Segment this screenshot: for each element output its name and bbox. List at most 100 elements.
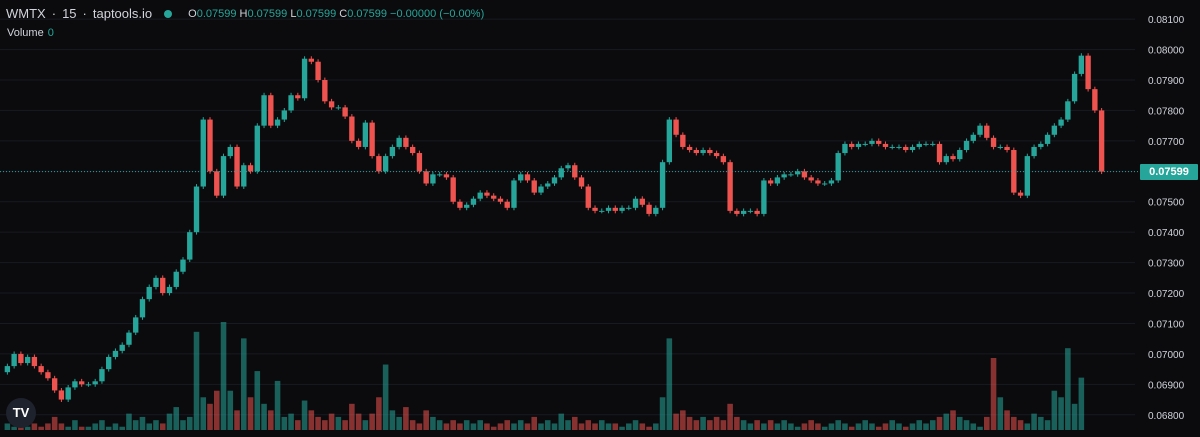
volume-bar — [126, 413, 132, 430]
candle-body — [585, 186, 591, 208]
volume-bar — [700, 416, 706, 430]
candle-body — [1024, 156, 1030, 196]
last-price-tag: 0.07599 — [1140, 163, 1198, 180]
candle-body — [92, 381, 98, 385]
candle-body — [659, 162, 666, 208]
candle-body — [457, 201, 463, 208]
candle-body — [18, 353, 24, 364]
low-label: L — [290, 7, 297, 20]
candle-body — [389, 146, 396, 157]
candle-body — [1065, 101, 1071, 120]
candle-body — [909, 146, 916, 150]
candle-body — [328, 101, 335, 108]
volume-bar — [524, 423, 531, 430]
candle-body — [990, 137, 997, 147]
y-tick-label: 0.07200 — [1148, 289, 1185, 300]
volume-bar — [612, 423, 619, 430]
candle-body — [214, 171, 220, 196]
candle-body — [578, 177, 585, 187]
volume-bar — [626, 423, 632, 430]
candle-body — [24, 356, 31, 364]
volume-bar — [686, 416, 693, 430]
volume-bar — [544, 420, 551, 430]
volume-bar — [200, 397, 207, 430]
volume-bar — [45, 423, 51, 430]
candle-body — [808, 177, 814, 181]
candle-body — [247, 165, 254, 172]
volume-bar — [1071, 403, 1078, 430]
candle-body — [423, 171, 429, 184]
candle-body — [970, 134, 976, 141]
close-label: C — [339, 7, 348, 20]
candle-body — [747, 210, 754, 212]
volume-bar — [571, 416, 578, 430]
candle-body — [605, 207, 612, 211]
candle-body — [599, 210, 605, 212]
volume-bar — [673, 413, 679, 430]
volume-bar — [1011, 416, 1017, 430]
candle-body — [700, 150, 706, 154]
volume-bar — [11, 426, 17, 430]
volume-bar — [929, 420, 936, 430]
volume-label: Volume — [7, 27, 44, 39]
volume-bar — [463, 420, 470, 430]
volume-bar — [747, 423, 754, 430]
volume-bar — [497, 423, 504, 430]
candle-body — [1011, 150, 1017, 193]
volume-bar — [916, 420, 923, 430]
candle-body — [355, 140, 362, 147]
candle-body — [146, 286, 152, 300]
candle-body — [1031, 146, 1037, 157]
candle-body — [1004, 146, 1010, 150]
candle-body — [409, 146, 416, 154]
volume-bar — [943, 413, 950, 430]
volume-legend[interactable]: Volume 0 — [7, 27, 54, 39]
candle-body — [362, 122, 369, 147]
candle-body — [781, 174, 787, 178]
candle-body — [788, 174, 794, 176]
volume-bar — [1017, 420, 1024, 430]
volume-bar — [436, 420, 443, 430]
interval-label[interactable]: 15 — [62, 6, 77, 21]
candle-body — [646, 204, 652, 214]
candle-body — [72, 381, 78, 388]
candle-body — [470, 198, 477, 205]
candle-body — [1051, 125, 1058, 135]
volume-bar — [558, 413, 565, 430]
market-status-icon — [164, 9, 173, 18]
ohlc-values: O0.07599 H0.07599 L0.07599 C0.07599 −0.0… — [188, 8, 484, 20]
volume-bar — [902, 426, 909, 430]
volume-bar — [99, 420, 105, 430]
y-tick-label: 0.08000 — [1148, 46, 1185, 57]
tradingview-logo[interactable]: TV — [6, 398, 36, 428]
volume-bar — [1051, 390, 1058, 430]
volume-bar — [950, 410, 956, 430]
candle-body — [767, 180, 774, 184]
volume-bar — [85, 426, 92, 430]
candle-body — [200, 119, 206, 187]
candle-body — [254, 125, 260, 172]
y-tick-label: 0.07300 — [1148, 259, 1185, 270]
candle-body — [504, 201, 510, 208]
candle-body — [686, 146, 693, 150]
candle-body — [295, 95, 301, 99]
volume-bar — [369, 413, 375, 430]
volume-bar — [457, 423, 463, 430]
volume-bar — [956, 416, 963, 430]
volume-bar — [484, 423, 490, 430]
volume-bar — [1044, 420, 1051, 430]
volume-bar — [653, 423, 659, 430]
volume-bar — [261, 403, 267, 430]
high-value: 0.07599 — [247, 7, 288, 20]
symbol-name[interactable]: WMTX — [6, 6, 46, 21]
candle-body — [51, 378, 58, 391]
volume-bar — [119, 426, 125, 430]
candle-body — [450, 177, 456, 202]
candle-body — [335, 107, 342, 109]
volume-bar — [767, 420, 774, 430]
candle-body — [119, 344, 125, 351]
volume-bar — [801, 423, 808, 430]
candle-body — [707, 150, 713, 154]
